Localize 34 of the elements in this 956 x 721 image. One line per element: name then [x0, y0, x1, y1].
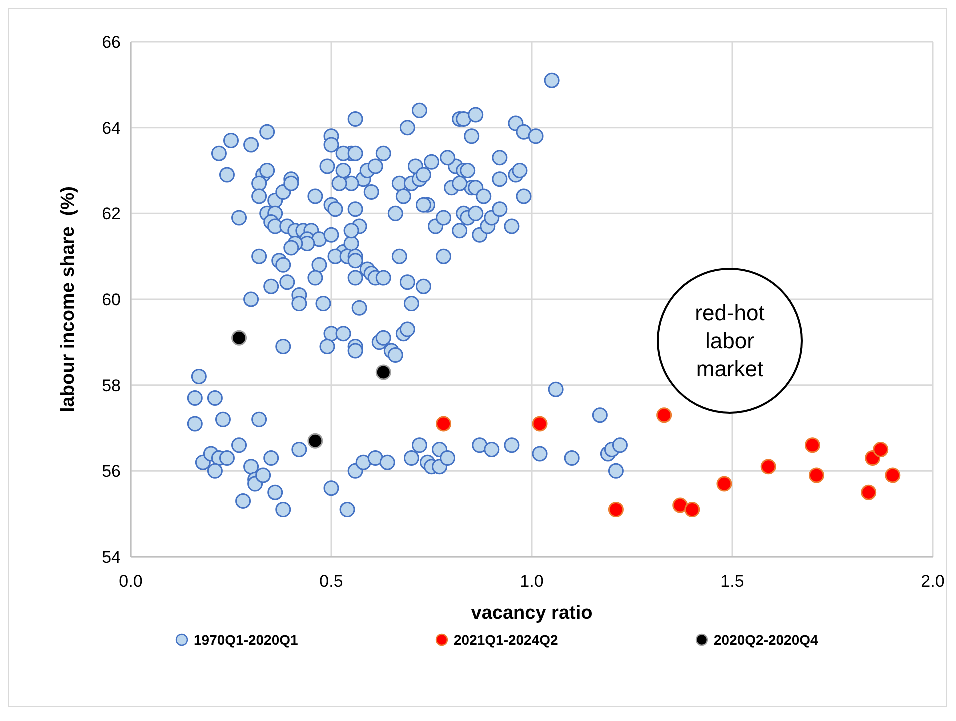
- point: [232, 330, 248, 346]
- point: [376, 364, 392, 380]
- point: [608, 502, 624, 518]
- y-axis-title: labour income share (%): [58, 186, 79, 412]
- x-tick-label: 1.5: [720, 572, 744, 591]
- point: [885, 468, 901, 484]
- y-tick-label: 60: [102, 290, 121, 310]
- x-tick-label: 2.0: [921, 572, 945, 591]
- x-tick-label: 1.0: [520, 572, 544, 591]
- x-axis-title: vacancy ratio: [471, 603, 593, 624]
- legend-label: 2021Q1-2024Q2: [454, 632, 559, 648]
- point: [656, 408, 672, 424]
- point: [308, 433, 324, 449]
- x-tick-label: 0.0: [119, 572, 143, 591]
- point: [873, 442, 889, 458]
- annotation: red-hot labor market: [695, 300, 765, 382]
- point: [804, 438, 820, 454]
- point: [716, 476, 732, 492]
- point: [532, 416, 548, 432]
- point: [436, 416, 452, 432]
- point: [760, 459, 776, 475]
- legend-label: 2020Q2-2020Q4: [714, 632, 819, 648]
- point: [861, 484, 877, 500]
- point: [808, 468, 824, 484]
- y-tick-label: 66: [102, 32, 121, 52]
- y-tick-label: 58: [102, 376, 121, 396]
- x-tick-label: 0.5: [320, 572, 344, 591]
- y-tick-label: 56: [102, 462, 121, 482]
- y-tick-label: 54: [102, 548, 121, 567]
- point: [672, 498, 688, 514]
- y-tick-label: 62: [102, 204, 121, 224]
- point: [684, 502, 700, 518]
- y-tick-label: 64: [102, 118, 121, 138]
- legend-label: 1970Q1-2020Q1: [194, 632, 299, 648]
